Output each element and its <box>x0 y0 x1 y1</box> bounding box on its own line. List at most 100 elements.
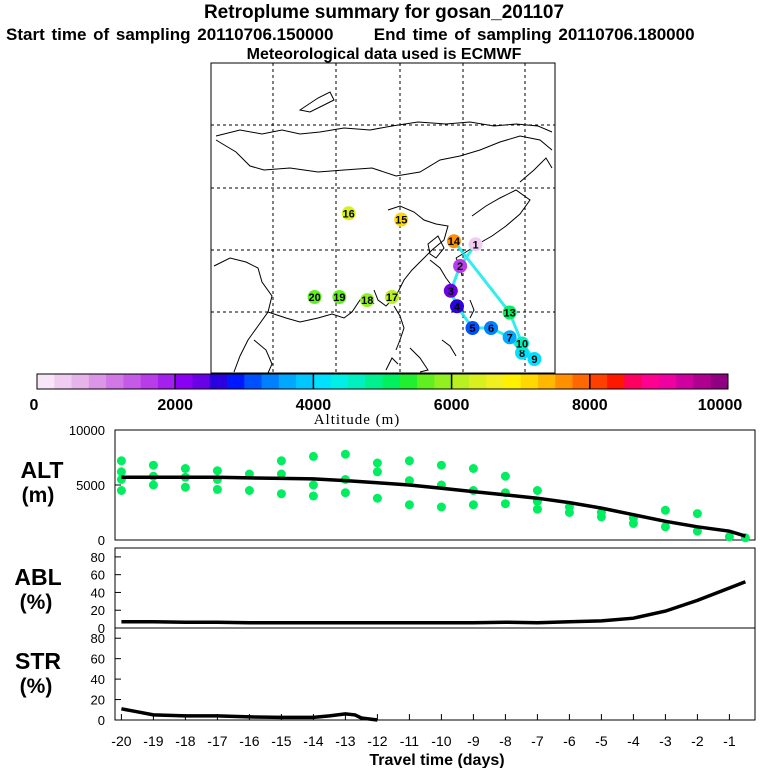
colorbar-segment <box>641 374 660 389</box>
alt-scatter-point <box>500 471 510 481</box>
y-tick-label: 40 <box>91 672 105 687</box>
alt-scatter-point <box>724 532 734 542</box>
x-tick-label: -9 <box>467 733 480 749</box>
alt-scatter-point <box>692 526 702 536</box>
trajectory-marker <box>527 352 542 366</box>
y-tick-label: 40 <box>91 585 105 600</box>
x-tick-label: -6 <box>563 733 576 749</box>
abl-unit: (%) <box>20 591 53 614</box>
alt-scatter-point <box>212 466 222 476</box>
trajectory-marker <box>502 305 517 320</box>
alt-scatter-point <box>404 456 414 466</box>
trajectory-marker <box>332 290 347 304</box>
alt-scatter-point <box>116 486 126 495</box>
colorbar-label: Altitude (m) <box>314 412 401 428</box>
alt-scatter-point <box>692 509 702 519</box>
abl-label: ABL <box>14 564 61 590</box>
series-line-abl <box>121 580 747 625</box>
y-tick-label: 60 <box>91 652 105 667</box>
colorbar-segment <box>140 374 159 389</box>
x-tick-label: -8 <box>499 733 512 749</box>
colorbar-segment <box>261 374 280 389</box>
trajectory-marker <box>360 293 375 308</box>
colorbar-segment <box>607 374 625 389</box>
trajectory-marker <box>465 321 480 335</box>
alt-scatter-point <box>372 458 382 468</box>
alt-scatter-point <box>468 464 478 473</box>
trajectory-day-label: 6 <box>488 323 494 335</box>
alt-scatter-point <box>404 500 414 510</box>
trajectory-day-label: 3 <box>448 286 454 298</box>
alt-panel-frame <box>114 429 756 541</box>
alt-scatter-point <box>404 476 414 486</box>
colorbar-segment <box>710 374 729 389</box>
colorbar-segment <box>676 374 694 389</box>
colorbar-segment <box>330 374 349 389</box>
colorbar-segment <box>693 374 712 389</box>
alt-label: ALT <box>20 457 63 483</box>
colorbar-segment <box>399 374 418 389</box>
alt-scatter-point <box>244 486 254 495</box>
alt-scatter-point <box>276 469 286 479</box>
colorbar-segment <box>555 374 574 389</box>
colorbar-segment <box>296 374 314 389</box>
x-tick-label: -3 <box>659 733 672 749</box>
colorbar-segment <box>434 374 453 389</box>
alt-scatter-point <box>276 489 286 499</box>
trajectory-marker <box>502 330 517 345</box>
altitude-colorbar <box>36 373 729 390</box>
trajectory-day-label: 19 <box>333 292 345 304</box>
y-tick-label: 80 <box>91 550 105 565</box>
trajectory-marker <box>384 290 399 304</box>
alt-scatter-point <box>180 464 190 473</box>
str-unit: (%) <box>20 675 53 698</box>
alt-scatter-point <box>532 486 542 495</box>
alt-scatter-point <box>116 456 126 466</box>
colorbar-segment <box>347 374 366 389</box>
alt-scatter-point <box>372 467 382 477</box>
y-tick-label: 60 <box>91 568 105 583</box>
colorbar-tick-label: 0 <box>30 397 39 414</box>
alt-scatter-point <box>308 480 318 490</box>
y-tick-label: 0 <box>98 533 105 548</box>
alt-scatter-point <box>436 502 446 512</box>
x-tick-label: -14 <box>303 733 323 749</box>
colorbar-segment <box>382 374 401 389</box>
colorbar-tick-label: 2000 <box>157 397 193 414</box>
x-tick-label: -10 <box>431 733 451 749</box>
alt-scatter-point <box>500 499 510 509</box>
colorbar-segment <box>157 374 176 389</box>
alt-scatter-point <box>340 449 350 459</box>
alt-scatter-point <box>276 456 286 466</box>
trajectory-day-label: 18 <box>361 295 373 307</box>
alt-scatter-point <box>148 480 158 490</box>
y-tick-label: 20 <box>91 603 105 618</box>
trajectory-day-label: 16 <box>343 208 355 220</box>
x-axis-ticks: -20 -19 -18 -17 -16 -15 -14 -13 -12 -11 -10 -9 -8 -7 -… <box>111 714 736 749</box>
trajectory-day-label: 10 <box>516 339 528 351</box>
colorbar-tick-label: 4000 <box>296 397 332 414</box>
alt-scatter-point <box>308 491 318 501</box>
colorbar-segment <box>106 374 124 389</box>
colorbar-tick-label: 8000 <box>572 397 608 414</box>
trajectory-marker <box>341 206 356 221</box>
colorbar-segment <box>365 374 383 389</box>
colorbar-segment <box>537 374 556 389</box>
x-tick-label: -15 <box>271 733 291 749</box>
y-tick-label: 80 <box>91 631 105 646</box>
colorbar-segment <box>417 374 435 389</box>
colorbar-segment <box>37 374 55 389</box>
alt-scatter-point <box>628 519 638 528</box>
trajectory-marker <box>468 237 483 252</box>
colorbar-segment <box>624 374 643 389</box>
trajectory-day-label: 20 <box>308 292 320 304</box>
abl-panel-frame <box>114 547 756 629</box>
str-panel-frame <box>114 627 756 721</box>
trajectory-day-label: 1 <box>473 239 479 251</box>
alt-scatter-point <box>660 522 670 532</box>
alt-scatter-point <box>372 493 382 503</box>
colorbar-segment <box>88 374 107 389</box>
trajectory-day-label: 8 <box>519 348 525 360</box>
